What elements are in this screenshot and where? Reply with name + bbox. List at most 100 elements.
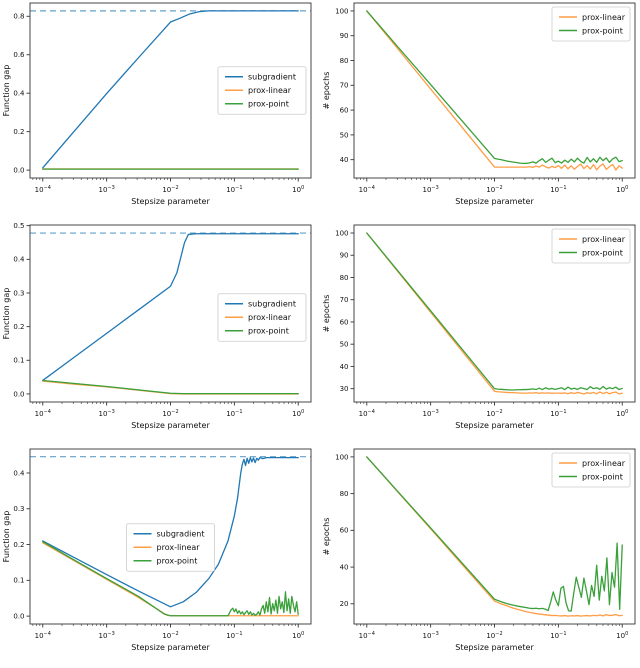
y-tick-label: 0.2 [13, 541, 24, 549]
y-tick-label: 0.0 [13, 167, 24, 175]
y-tick-label: 0.2 [13, 323, 24, 331]
legend-box [551, 228, 631, 264]
legend-label: subgradient [248, 300, 296, 309]
x-tick-label: 100 [616, 631, 628, 640]
axes-spines [353, 448, 636, 625]
y-tick-label: 90 [340, 32, 349, 40]
y-tick-label: 20 [340, 600, 349, 608]
plot-panel-function-gap-3: 10−4 10−3 10−2 10−1 100 0.0 0.1 0.2 0.3 0.4 Functi… [0, 446, 320, 668]
y-tick-label: 60 [340, 527, 349, 535]
y-tick-label: 70 [340, 82, 349, 90]
series-prox-point [42, 541, 299, 617]
y-tick-label: 0.8 [13, 13, 24, 21]
x-tick-label: 10−1 [550, 409, 566, 418]
x-axis-label: Stepsize parameter [131, 421, 210, 430]
legend-label: prox-linear [248, 86, 292, 95]
legend-label: prox-point [582, 248, 623, 257]
y-axis-label: Function gap [2, 288, 11, 340]
x-tick-label: 10−1 [226, 409, 242, 418]
y-axis-label: Function gap [2, 511, 11, 563]
y-tick-label: 0.0 [13, 613, 24, 621]
x-axis-label: Stepsize parameter [455, 421, 534, 430]
y-tick-label: 0.1 [13, 577, 24, 585]
plot-panel-epochs-3: 10−4 10−3 10−2 10−1 100 20 40 60 80 100 # epochs St… [320, 446, 640, 668]
plot-panel-function-gap-1: 10−4 10−3 10−2 10−1 100 0.0 0.2 0.4 0.6 0.8 Functi… [0, 0, 320, 222]
axes-spines [29, 224, 312, 403]
x-tick-label: 100 [292, 631, 304, 640]
x-tick-label: 10−3 [98, 185, 114, 194]
y-tick-label: 70 [340, 296, 349, 304]
x-tick-label: 10−3 [422, 185, 438, 194]
y-tick-label: 0.0 [13, 390, 24, 398]
x-tick-label: 10−2 [486, 409, 502, 418]
y-tick-label: 40 [340, 363, 349, 371]
y-tick-label: 0.3 [13, 289, 24, 297]
legend: prox-linear prox-point [551, 228, 631, 264]
y-tick-label: 100 [335, 453, 348, 461]
legend-label: prox-point [248, 100, 289, 109]
series-prox-linear [366, 232, 623, 395]
y-tick-label: 40 [340, 563, 349, 571]
y-tick-label: 0.4 [13, 256, 25, 264]
x-tick-label: 10−1 [226, 631, 242, 640]
series-prox-linear [366, 10, 623, 171]
series-prox-point [366, 232, 623, 391]
legend-box [217, 293, 307, 342]
x-tick-label: 10−3 [422, 631, 438, 640]
y-tick-label: 60 [340, 318, 349, 326]
series-subgradient [42, 233, 299, 382]
y-tick-label: 0.2 [13, 128, 24, 136]
y-tick-label: 30 [340, 385, 349, 393]
y-axis-label: # epochs [322, 518, 331, 556]
x-tick-label: 10−3 [98, 409, 114, 418]
legend: subgradient prox-linear prox-point [217, 66, 307, 115]
y-tick-label: 0.1 [13, 357, 24, 365]
y-tick-label: 40 [340, 156, 349, 164]
series-subgradient [42, 10, 299, 169]
legend-label: subgradient [157, 530, 205, 539]
legend-label: prox-point [582, 472, 623, 481]
y-tick-label: 80 [340, 490, 349, 498]
y-tick-label: 0.4 [13, 469, 25, 477]
x-tick-label: 10−2 [486, 185, 502, 194]
y-tick-label: 0.5 [13, 222, 24, 230]
plot-panel-epochs-1: 10−4 10−3 10−2 10−1 100 40 50 60 70 80 90 100 # epoc… [320, 0, 640, 222]
y-axis-label: Function gap [2, 65, 11, 117]
y-tick-label: 80 [340, 57, 349, 65]
y-tick-label: 0.6 [13, 51, 25, 59]
legend-box [551, 6, 631, 42]
x-tick-label: 100 [616, 185, 628, 194]
legend: prox-linear prox-point [551, 452, 631, 488]
y-tick-label: 100 [335, 7, 348, 15]
x-tick-label: 100 [616, 409, 628, 418]
y-tick-label: 0.3 [13, 505, 24, 513]
legend-label: prox-point [157, 557, 198, 566]
legend: subgradient prox-linear prox-point [217, 293, 307, 342]
x-tick-label: 100 [292, 409, 304, 418]
series-subgradient [42, 456, 299, 608]
y-axis-label: # epochs [322, 72, 331, 110]
y-tick-label: 50 [340, 341, 349, 349]
y-tick-label: 0.4 [13, 90, 25, 98]
x-tick-label: 10−3 [98, 631, 114, 640]
legend-label: prox-point [248, 327, 289, 336]
x-tick-label: 10−2 [162, 631, 178, 640]
legend-label: subgradient [248, 73, 296, 82]
x-tick-label: 10−1 [550, 631, 566, 640]
y-tick-label: 90 [340, 252, 349, 260]
series-prox-linear [366, 456, 623, 617]
y-tick-label: 80 [340, 274, 349, 282]
x-tick-label: 10−4 [35, 631, 51, 640]
x-tick-label: 10−4 [35, 185, 51, 194]
axes-spines [29, 2, 312, 179]
legend-box [551, 452, 631, 488]
x-axis-label: Stepsize parameter [455, 197, 534, 206]
x-tick-label: 10−2 [162, 185, 178, 194]
axes-spines [29, 448, 312, 625]
legend-box [217, 66, 307, 115]
series-prox-point [366, 10, 623, 165]
legend-label: prox-linear [582, 459, 626, 468]
x-tick-label: 10−4 [359, 185, 375, 194]
legend: prox-linear prox-point [551, 6, 631, 42]
legend-label: prox-linear [582, 13, 626, 22]
